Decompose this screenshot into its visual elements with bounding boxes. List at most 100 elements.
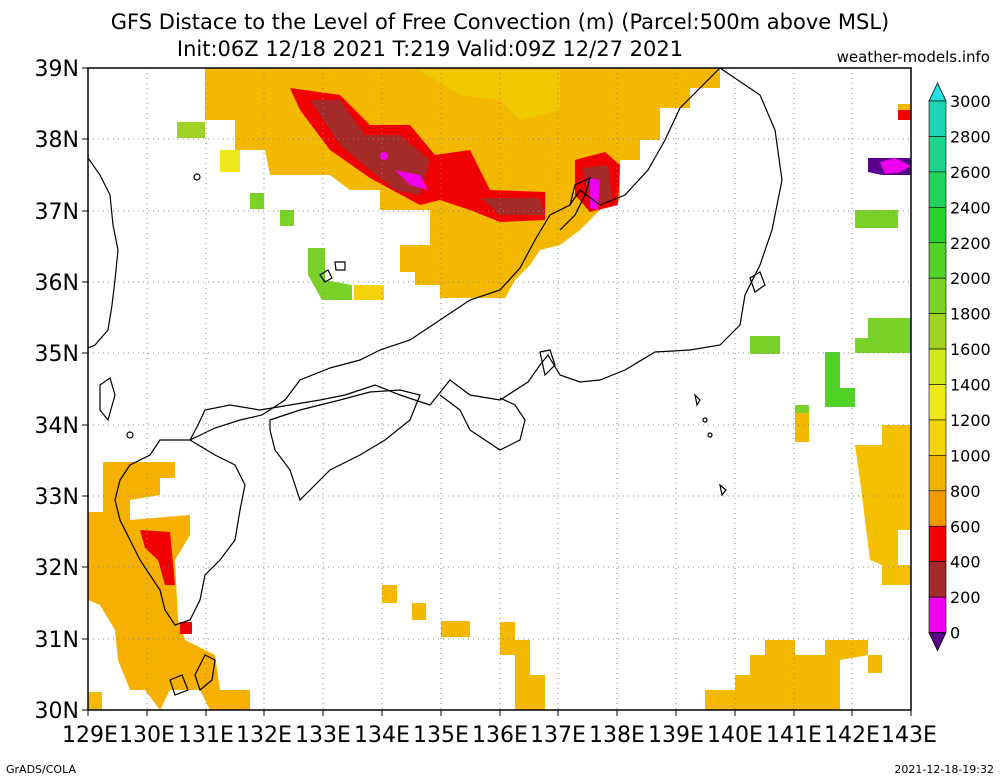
colorbar-label: 2200 — [950, 234, 991, 253]
colorbar-label: 1600 — [950, 340, 991, 359]
lat-label: 31N — [35, 628, 79, 653]
colorbar-segment — [928, 313, 947, 350]
colorbar-segment — [928, 242, 947, 279]
field-east-green4 — [855, 210, 898, 228]
colorbar-label: 2000 — [950, 269, 991, 288]
colorbar-label: 1000 — [950, 446, 991, 465]
field-layer — [88, 68, 911, 710]
colorbar-label: 2400 — [950, 198, 991, 217]
colorbar-segment — [928, 348, 947, 385]
lat-labels: 39N 38N 37N 36N 35N 34N 33N 32N 31N 30N — [35, 57, 79, 724]
colorbar-label: 1800 — [950, 305, 991, 324]
field-east-green2 — [750, 336, 780, 354]
field-kyushu-red2 — [180, 622, 192, 634]
tick-marks — [82, 67, 912, 716]
field-cell-1 — [382, 585, 397, 603]
lon-label: 132E — [236, 723, 292, 748]
lon-label: 143E — [881, 723, 937, 748]
colorbar-label: 2800 — [950, 127, 991, 146]
colorbar-segment — [928, 596, 947, 633]
footer-credit: GrADS/COLA — [6, 763, 76, 776]
map-subtitle: Init:06Z 12/18 2021 T:219 Valid:09Z 12/2… — [176, 37, 684, 61]
colorbar-segment — [928, 490, 947, 527]
colorbar-segment — [928, 419, 947, 456]
lat-label: 32N — [35, 556, 79, 581]
colorbar-label: 600 — [950, 517, 981, 536]
colorbar-label: 400 — [950, 553, 981, 572]
field-east-3 — [795, 405, 809, 413]
field-east-green — [825, 352, 855, 407]
colorbar-segment — [928, 171, 947, 208]
lon-label: 131E — [178, 723, 234, 748]
colorbar-segment — [928, 455, 947, 492]
field-spot-1 — [88, 692, 102, 710]
colorbar-label: 200 — [950, 588, 981, 607]
lat-label: 34N — [35, 414, 79, 439]
lon-label: 130E — [119, 723, 175, 748]
field-east-green3 — [855, 318, 911, 353]
field-kyushu-red — [140, 530, 175, 585]
lon-label: 142E — [824, 723, 880, 748]
field-north-yellow — [420, 70, 560, 120]
colorbar-segment — [928, 100, 947, 137]
lon-label: 141E — [766, 723, 822, 748]
lon-label: 136E — [472, 723, 528, 748]
lat-label: 36N — [35, 271, 79, 296]
footer-timestamp: 2021-12-18-19:32 — [894, 763, 994, 776]
field-green-4 — [308, 248, 352, 300]
lat-label: 37N — [35, 200, 79, 225]
field-east-orange — [898, 104, 911, 110]
lat-label: 35N — [35, 342, 79, 367]
lat-label: 30N — [35, 699, 79, 724]
colorbar-segment — [928, 525, 947, 562]
colorbar-segment — [928, 136, 947, 173]
field-east-2 — [795, 410, 809, 442]
lon-label: 140E — [707, 723, 763, 748]
field-yellow-2 — [354, 285, 384, 300]
field-cell-5 — [705, 640, 868, 710]
field-green-2 — [250, 193, 264, 209]
colorbar: 3000280026002400220020001800160014001200… — [928, 82, 991, 652]
field-green-3 — [280, 210, 294, 226]
colorbar-label: 1400 — [950, 376, 991, 395]
field-magenta-3 — [590, 178, 600, 210]
field-yellow-1 — [220, 150, 240, 172]
field-cell-6 — [868, 655, 882, 673]
colorbar-segment — [928, 207, 947, 244]
field-green-1 — [177, 122, 205, 138]
field-kyushu — [88, 462, 250, 710]
colorbar-arrow-top — [928, 82, 947, 102]
colorbar-arrow-bottom — [928, 632, 947, 652]
lon-labels: 129E 130E 131E 132E 133E 134E 135E 136E … — [62, 723, 937, 748]
colorbar-label: 2600 — [950, 163, 991, 182]
field-cell-2 — [412, 603, 426, 620]
lon-label: 134E — [354, 723, 410, 748]
lon-label: 138E — [589, 723, 645, 748]
colorbar-segment — [928, 277, 947, 314]
lat-label: 39N — [35, 57, 79, 82]
lon-label: 139E — [648, 723, 704, 748]
colorbar-segment — [928, 561, 947, 598]
lon-label: 137E — [530, 723, 586, 748]
coastlines — [88, 68, 783, 696]
lon-label: 129E — [62, 723, 118, 748]
lat-label: 38N — [35, 128, 79, 153]
colorbar-segment — [928, 384, 947, 421]
map-title: GFS Distace to the Level of Free Convect… — [110, 10, 890, 34]
field-cell-3 — [441, 621, 470, 637]
colorbar-label: 1200 — [950, 411, 991, 430]
lon-label: 133E — [295, 723, 351, 748]
field-east-magenta — [880, 158, 911, 174]
field-magenta-2 — [380, 152, 388, 160]
field-cell-4 — [500, 622, 545, 710]
lat-label: 33N — [35, 485, 79, 510]
grid-lines — [88, 68, 911, 710]
colorbar-label: 800 — [950, 482, 981, 501]
colorbar-label: 3000 — [950, 92, 991, 111]
site-credit: weather-models.info — [836, 48, 990, 66]
field-east-1 — [855, 425, 911, 585]
field-magenta-1 — [395, 170, 428, 190]
colorbar-label: 0 — [950, 624, 960, 643]
lon-label: 135E — [413, 723, 469, 748]
